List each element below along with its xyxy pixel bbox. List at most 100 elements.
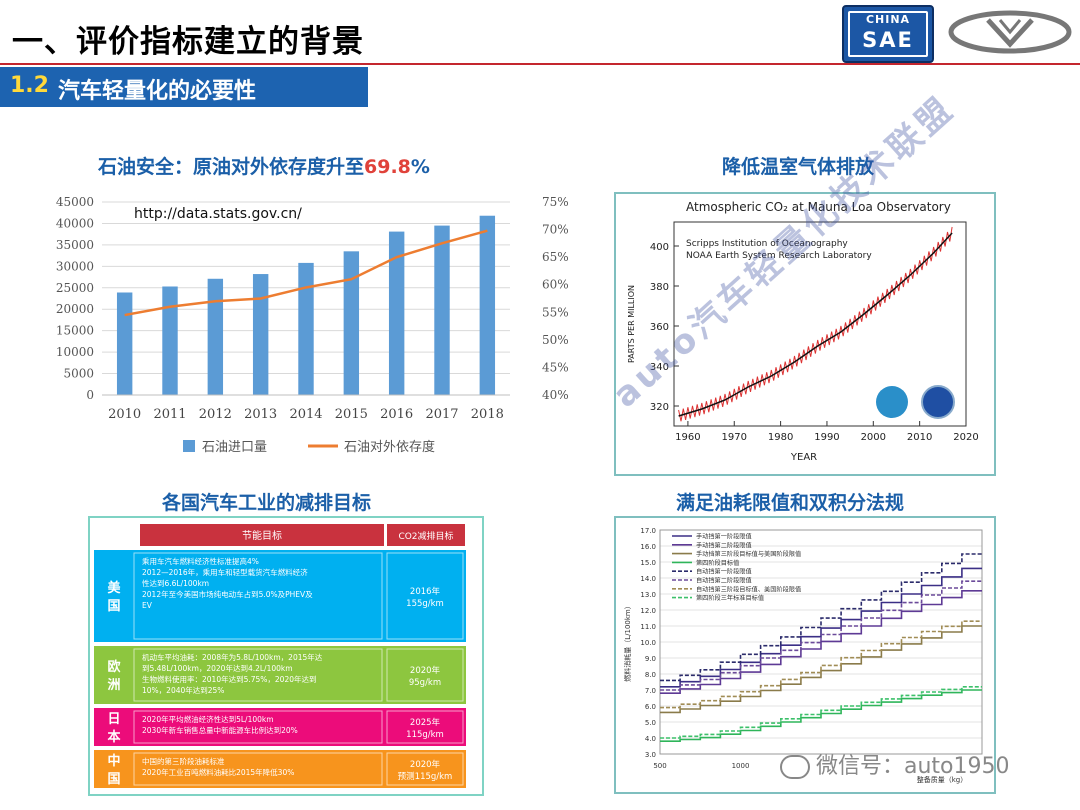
- fuel-y-tick: 4.0: [645, 735, 656, 743]
- oil-bar: [343, 251, 360, 395]
- fuel-ylabel: 燃料消耗量（L/100km）: [623, 602, 632, 682]
- fuel-xlabel: 整备质量（kg）: [917, 775, 968, 784]
- fuel-legend-label: 第四阶段三年标准目标值: [696, 594, 764, 602]
- fuel-y-tick: 9.0: [645, 655, 656, 663]
- table-cell-line: 乘用车汽车燃料经济性标准提高4%: [142, 556, 259, 566]
- fuel-y-tick: 6.0: [645, 703, 656, 711]
- section-number: 1.2: [10, 73, 49, 98]
- fuel-y-tick: 10.0: [640, 639, 656, 647]
- table-header-col2: [387, 524, 465, 546]
- fuel-y-tick: 16.0: [640, 543, 656, 551]
- fuel-series-line: [660, 689, 982, 742]
- page-title: 一、评价指标建立的背景: [12, 24, 364, 60]
- oil-y2-tick: 40%: [542, 388, 569, 402]
- table-row-content-box: [133, 552, 383, 640]
- oil-bar: [434, 225, 450, 395]
- fuel-series-line: [660, 580, 982, 691]
- oil-legend-line-label: 石油对外依存度: [344, 439, 435, 455]
- oil-y-tick: 35000: [56, 238, 94, 252]
- co2-chart-title: Atmospheric CO₂ at Mauna Loa Observatory: [686, 200, 951, 214]
- table-region-label: 日: [107, 712, 120, 727]
- co2-figure: Atmospheric CO₂ at Mauna Loa Observatory…: [614, 192, 996, 476]
- oil-x-tick: 2018: [471, 407, 504, 422]
- co2-y-tick: 320: [650, 402, 669, 413]
- table-cell-line: 2020年平均燃油经济性达到5L/100km: [142, 714, 274, 724]
- chery-logo: [948, 10, 1072, 54]
- oil-y-tick: 40000: [56, 216, 94, 230]
- co2-y-tick: 360: [650, 322, 669, 333]
- fuel-x-tick: 500: [653, 762, 666, 770]
- table-row-target-box: [386, 710, 464, 744]
- china-sae-logo: CHINA SAE: [842, 5, 934, 63]
- co2-y-tick: 380: [650, 282, 669, 293]
- oil-y-tick: 5000: [63, 367, 94, 381]
- co2-y-tick: 400: [650, 242, 669, 253]
- co2-chart: Atmospheric CO₂ at Mauna Loa Observatory…: [627, 200, 979, 463]
- oil-y2-tick: 45%: [542, 360, 569, 374]
- fuel-legend-label: 自动挡第二阶段限值: [696, 577, 752, 585]
- table-region-label: 中: [107, 753, 120, 769]
- oil-bar: [116, 292, 133, 395]
- fuel-series-line: [660, 620, 982, 709]
- oil-x-tick: 2012: [199, 407, 232, 422]
- table-region-label: 国: [107, 599, 120, 614]
- fuel-y-tick: 8.0: [645, 671, 656, 679]
- fuel-figure: 3.0 4.0 5.0 6.0 7.0 8.0 9.0 10.0 11.0 12.0 13.0 14.…: [614, 516, 996, 794]
- oil-y-tick: 0: [86, 388, 94, 402]
- table-cell-line: 2012年至今美国市场纯电动车占到5.0%及PHEV及: [142, 589, 313, 599]
- wechat-icon: [780, 755, 810, 779]
- targets-table: 节能目标 CO2减排目标美国 乘用车汽车燃料经济性标准提高4% 2012—2016年，…: [88, 516, 484, 796]
- fuel-y-tick: 5.0: [645, 719, 656, 727]
- co2-frame: [673, 221, 967, 427]
- oil-y-tick: 20000: [56, 302, 94, 316]
- fuel-legend-label: 手动挡第三阶段目标值与美国阶段限值: [696, 550, 801, 558]
- table-row-target-box: [386, 552, 464, 640]
- co2-org1: Scripps Institution of Oceanography: [686, 239, 848, 249]
- table-cell-line: 生物燃料使用率：2010年达到5.75%，2020年达到: [142, 674, 317, 684]
- fuel-y-tick: 15.0: [640, 559, 656, 567]
- table-row-content-box: [133, 648, 383, 702]
- table-target-line: 2016年: [410, 586, 441, 597]
- scripps-logo: [876, 386, 908, 418]
- table-region-label: 美: [107, 580, 121, 596]
- fuel-legend-label: 手动挡第一阶段限值: [696, 533, 752, 541]
- co2-panel-title: 降低温室气体排放: [722, 156, 875, 178]
- oil-bar: [207, 278, 224, 395]
- oil-y2-tick: 50%: [542, 333, 569, 347]
- co2-x-tick: 1960: [675, 432, 700, 443]
- co2-xlabel: YEAR: [790, 452, 817, 463]
- oil-bar: [162, 286, 178, 395]
- oil-dependency-line: [124, 229, 488, 317]
- co2-ylabel: PARTS PER MILLION: [627, 285, 636, 363]
- co2-trend-line: [678, 232, 953, 417]
- oil-y2-tick: 75%: [542, 195, 569, 209]
- co2-y-tick: 340: [650, 362, 669, 373]
- oil-y-tick: 15000: [56, 324, 94, 338]
- fuel-y-tick: 12.0: [640, 607, 656, 615]
- oil-legend-bar-label: 石油进口量: [202, 440, 267, 455]
- co2-seasonal-line: [678, 226, 953, 422]
- oil-y-tick: 30000: [56, 259, 94, 273]
- table-cell-line: 2020年工业百吨燃料油耗比2015年降低30%: [142, 767, 294, 777]
- fuel-series-line: [660, 686, 982, 739]
- table-target-line: 预测115g/km: [398, 771, 453, 782]
- fuel-frame: [659, 529, 983, 755]
- fuel-y-tick: 13.0: [640, 591, 656, 599]
- logo-text-bottom: SAE: [862, 28, 914, 52]
- noaa-logo: [921, 385, 955, 419]
- oil-y2-tick: 60%: [542, 278, 569, 292]
- oil-y-tick: 25000: [56, 281, 94, 295]
- table-cell-line: 中国的第三阶段油耗标准: [142, 756, 225, 766]
- section-bar: 1.2 汽车轻量化的必要性: [0, 67, 368, 107]
- oil-x-tick: 2014: [289, 407, 322, 422]
- table-region-label: 欧: [107, 659, 120, 675]
- co2-x-tick: 2020: [953, 432, 978, 443]
- co2-org2: NOAA Earth System Research Laboratory: [686, 251, 872, 261]
- oil-source-url: http://data.stats.gov.cn/: [134, 206, 302, 222]
- fuel-y-tick: 7.0: [645, 687, 656, 695]
- oil-x-tick: 2016: [380, 407, 413, 422]
- table-target-line: 95g/km: [409, 678, 441, 688]
- co2-x-tick: 1990: [814, 432, 839, 443]
- oil-x-tick: 2013: [244, 407, 277, 422]
